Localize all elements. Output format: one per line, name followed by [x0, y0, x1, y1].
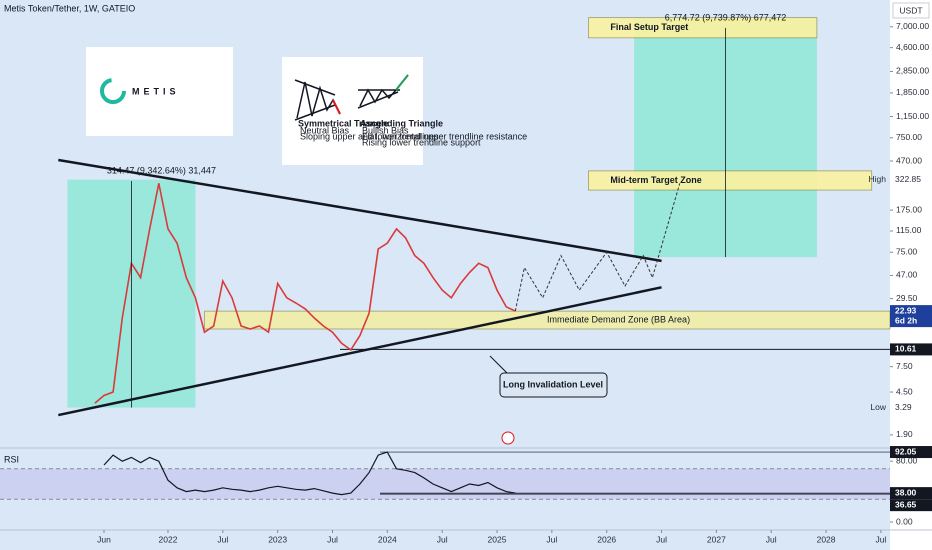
pattern-note: Neutral Bias — [300, 125, 350, 135]
price-tag — [890, 305, 932, 328]
logo-text: METIS — [132, 86, 180, 96]
rsi-tag — [890, 487, 932, 500]
y-tick-label: 47.00 — [896, 270, 918, 280]
event-icon — [501, 431, 515, 445]
x-tick-label: Jul — [546, 534, 557, 544]
x-tick-label: Jul — [656, 534, 667, 544]
y-tick-label: 750.00 — [896, 132, 922, 142]
x-tick-label: 2024 — [378, 534, 397, 544]
y-tick-label: 75.00 — [896, 246, 918, 256]
trendline — [58, 286, 662, 417]
x-tick-label: Jul — [217, 534, 228, 544]
logo-icon — [100, 78, 126, 104]
price-tag — [890, 401, 932, 414]
y-tick-label: 175.00 — [896, 204, 922, 214]
pattern-note: Flat, horizontal upper trendline resista… — [362, 131, 527, 141]
price-tag — [890, 173, 932, 186]
rsi-tag — [890, 499, 932, 512]
y-tick-label: 1,150.00 — [896, 111, 929, 121]
plot: Final Setup Target Mid-term Target Zone Im… — [0, 12, 932, 544]
x-tick-label: Jul — [766, 534, 777, 544]
zone — [588, 17, 818, 39]
rsi-band — [0, 468, 890, 500]
zone-label: Immediate Demand Zone (BB Area) — [547, 314, 690, 324]
x-tick-label: 2023 — [268, 534, 287, 544]
pattern-card — [282, 57, 423, 165]
rsi-tick-label: 0.00 — [896, 516, 913, 526]
x-tick-label: Jul — [875, 534, 886, 544]
zone-label: Final Setup Target — [610, 22, 688, 32]
trendline — [58, 158, 662, 263]
rsi-tag-value: 92.05 — [895, 446, 917, 456]
y-tick-label: 29.50 — [896, 293, 918, 303]
price-tag-countdown: 6d 2h — [895, 315, 917, 325]
pattern-note: Sloping upper and lower trendlines — [300, 131, 439, 141]
breakdown-arrow — [332, 99, 341, 115]
price-tag — [890, 343, 932, 356]
breakout-arrow — [395, 74, 409, 91]
x-tick-label: Jul — [437, 534, 448, 544]
pattern-note: Bullish Bias — [362, 125, 409, 135]
chart-title: Metis Token/Tether, 1W, GATEIO — [4, 3, 135, 13]
invalidation-label: Long Invalidation Level — [503, 379, 603, 389]
price-tag-value: 10.61 — [895, 344, 917, 354]
y-tick-label: 115.00 — [896, 225, 922, 235]
price-tag-value: 3.29 — [895, 402, 912, 412]
zone — [588, 170, 873, 191]
rsi-tag-value: 38.00 — [895, 487, 917, 497]
rsi-tag-value: 36.65 — [895, 499, 917, 509]
x-tick-label: 2027 — [707, 534, 726, 544]
logo-card — [86, 47, 233, 136]
zone-label: Mid-term Target Zone — [610, 175, 701, 185]
y-tick-label: 4,600.00 — [896, 42, 929, 52]
y-tick-label: 7,000.00 — [896, 21, 929, 31]
y-tick-label: 1,850.00 — [896, 87, 929, 97]
y-tick-label: 4.50 — [896, 386, 913, 396]
y-tick-label: 7.50 — [896, 361, 913, 371]
y-tick-label: 2,850.00 — [896, 66, 929, 76]
pattern-note: Rising lower trendline support — [362, 137, 481, 147]
x-tick-label: 2026 — [597, 534, 616, 544]
price-line — [94, 183, 516, 404]
pattern-title: Ascending Triangle — [360, 118, 443, 128]
x-tick-label: 2028 — [817, 534, 836, 544]
measure-label: 6,774.72 (9,739.87%) 677,472 — [665, 12, 787, 22]
y-tick-label: 470.00 — [896, 155, 922, 165]
price-tag-name: Low — [870, 402, 886, 412]
x-tick-label: Jun — [97, 534, 111, 544]
measure-label: 314.47 (9,342.64%) 31,447 — [107, 165, 216, 175]
x-tick-label: 2022 — [159, 534, 178, 544]
x-tick-label: 2025 — [488, 534, 507, 544]
rsi-line — [103, 451, 516, 496]
callout-box — [499, 372, 608, 398]
price-tag-value: 22.93 — [895, 305, 917, 315]
rsi-tick-label: 80.00 — [896, 455, 918, 465]
pattern-title: Symmetrical Triangle — [298, 118, 389, 128]
projection — [514, 183, 681, 312]
rsi-label: RSI — [4, 454, 19, 464]
price-axis — [890, 0, 932, 550]
price-tag-value: 322.85 — [895, 174, 921, 184]
rsi-tag — [890, 446, 932, 459]
currency-box — [892, 2, 930, 19]
price-tag-name: High — [869, 174, 887, 184]
x-tick-label: Jul — [327, 534, 338, 544]
y-tick-label: 1.90 — [896, 429, 913, 439]
currency: USDT — [899, 5, 922, 15]
